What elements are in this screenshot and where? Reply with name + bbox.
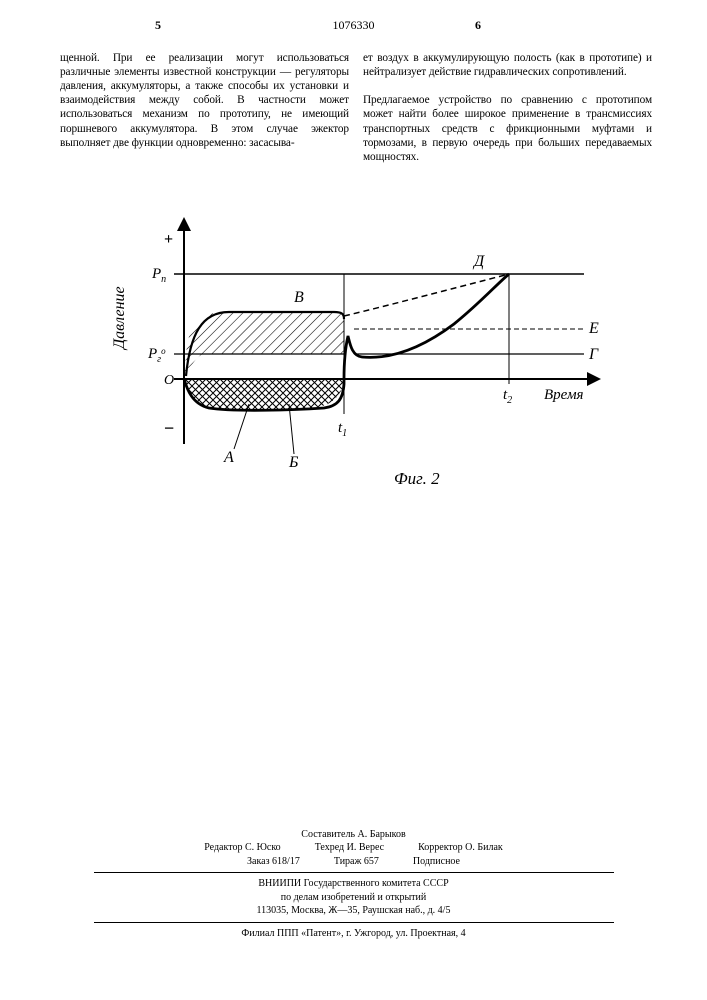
figure-caption: Фиг. 2 [394, 469, 440, 488]
compiler: Составитель А. Барыков [0, 828, 707, 842]
label-B: Б [288, 454, 299, 471]
tech-editor: Техред И. Верес [315, 841, 384, 855]
label-D: Д [472, 253, 485, 270]
label-G: Г [588, 346, 599, 363]
Pn-label: Pп [151, 266, 166, 285]
editor: Редактор С. Юско [204, 841, 280, 855]
right-column: ет воздух в аккумулирующую полость (как … [363, 51, 652, 164]
label-V: В [294, 289, 304, 306]
plus-label: + [164, 231, 173, 248]
publisher-4: Филиал ППП «Патент», г. Ужгород, ул. Про… [0, 927, 707, 941]
figure-2: + − Pп Pго О t1 t2 В А Б Г Д Е Давление … [0, 204, 707, 504]
colophon: Составитель А. Барыков Редактор С. Юско … [0, 828, 707, 941]
col-num-right: 6 [475, 18, 481, 33]
Pg-label: Pго [147, 346, 166, 365]
publisher-3: 113035, Москва, Ж—35, Раушская наб., д. … [0, 904, 707, 918]
x-axis-label: Время [544, 387, 584, 403]
doc-number: 1076330 [0, 0, 707, 33]
corrector: Корректор О. Билак [418, 841, 503, 855]
text-columns: щенной. При ее реализации могут использо… [0, 51, 707, 164]
signed: Подписное [413, 855, 460, 869]
t2-label: t2 [503, 387, 512, 406]
origin-label: О [164, 373, 174, 388]
minus-label: − [164, 418, 174, 438]
label-E: Е [588, 320, 599, 337]
col-num-left: 5 [155, 18, 161, 33]
tirage: Тираж 657 [334, 855, 379, 869]
y-axis-label: Давление [111, 286, 128, 351]
left-column: щенной. При ее реализации могут использо… [60, 51, 349, 164]
t1-label: t1 [338, 420, 347, 439]
publisher-1: ВНИИПИ Государственного комитета СССР [0, 877, 707, 891]
label-A: А [223, 449, 234, 466]
order: Заказ 618/17 [247, 855, 300, 869]
publisher-2: по делам изобретений и открытий [0, 891, 707, 905]
